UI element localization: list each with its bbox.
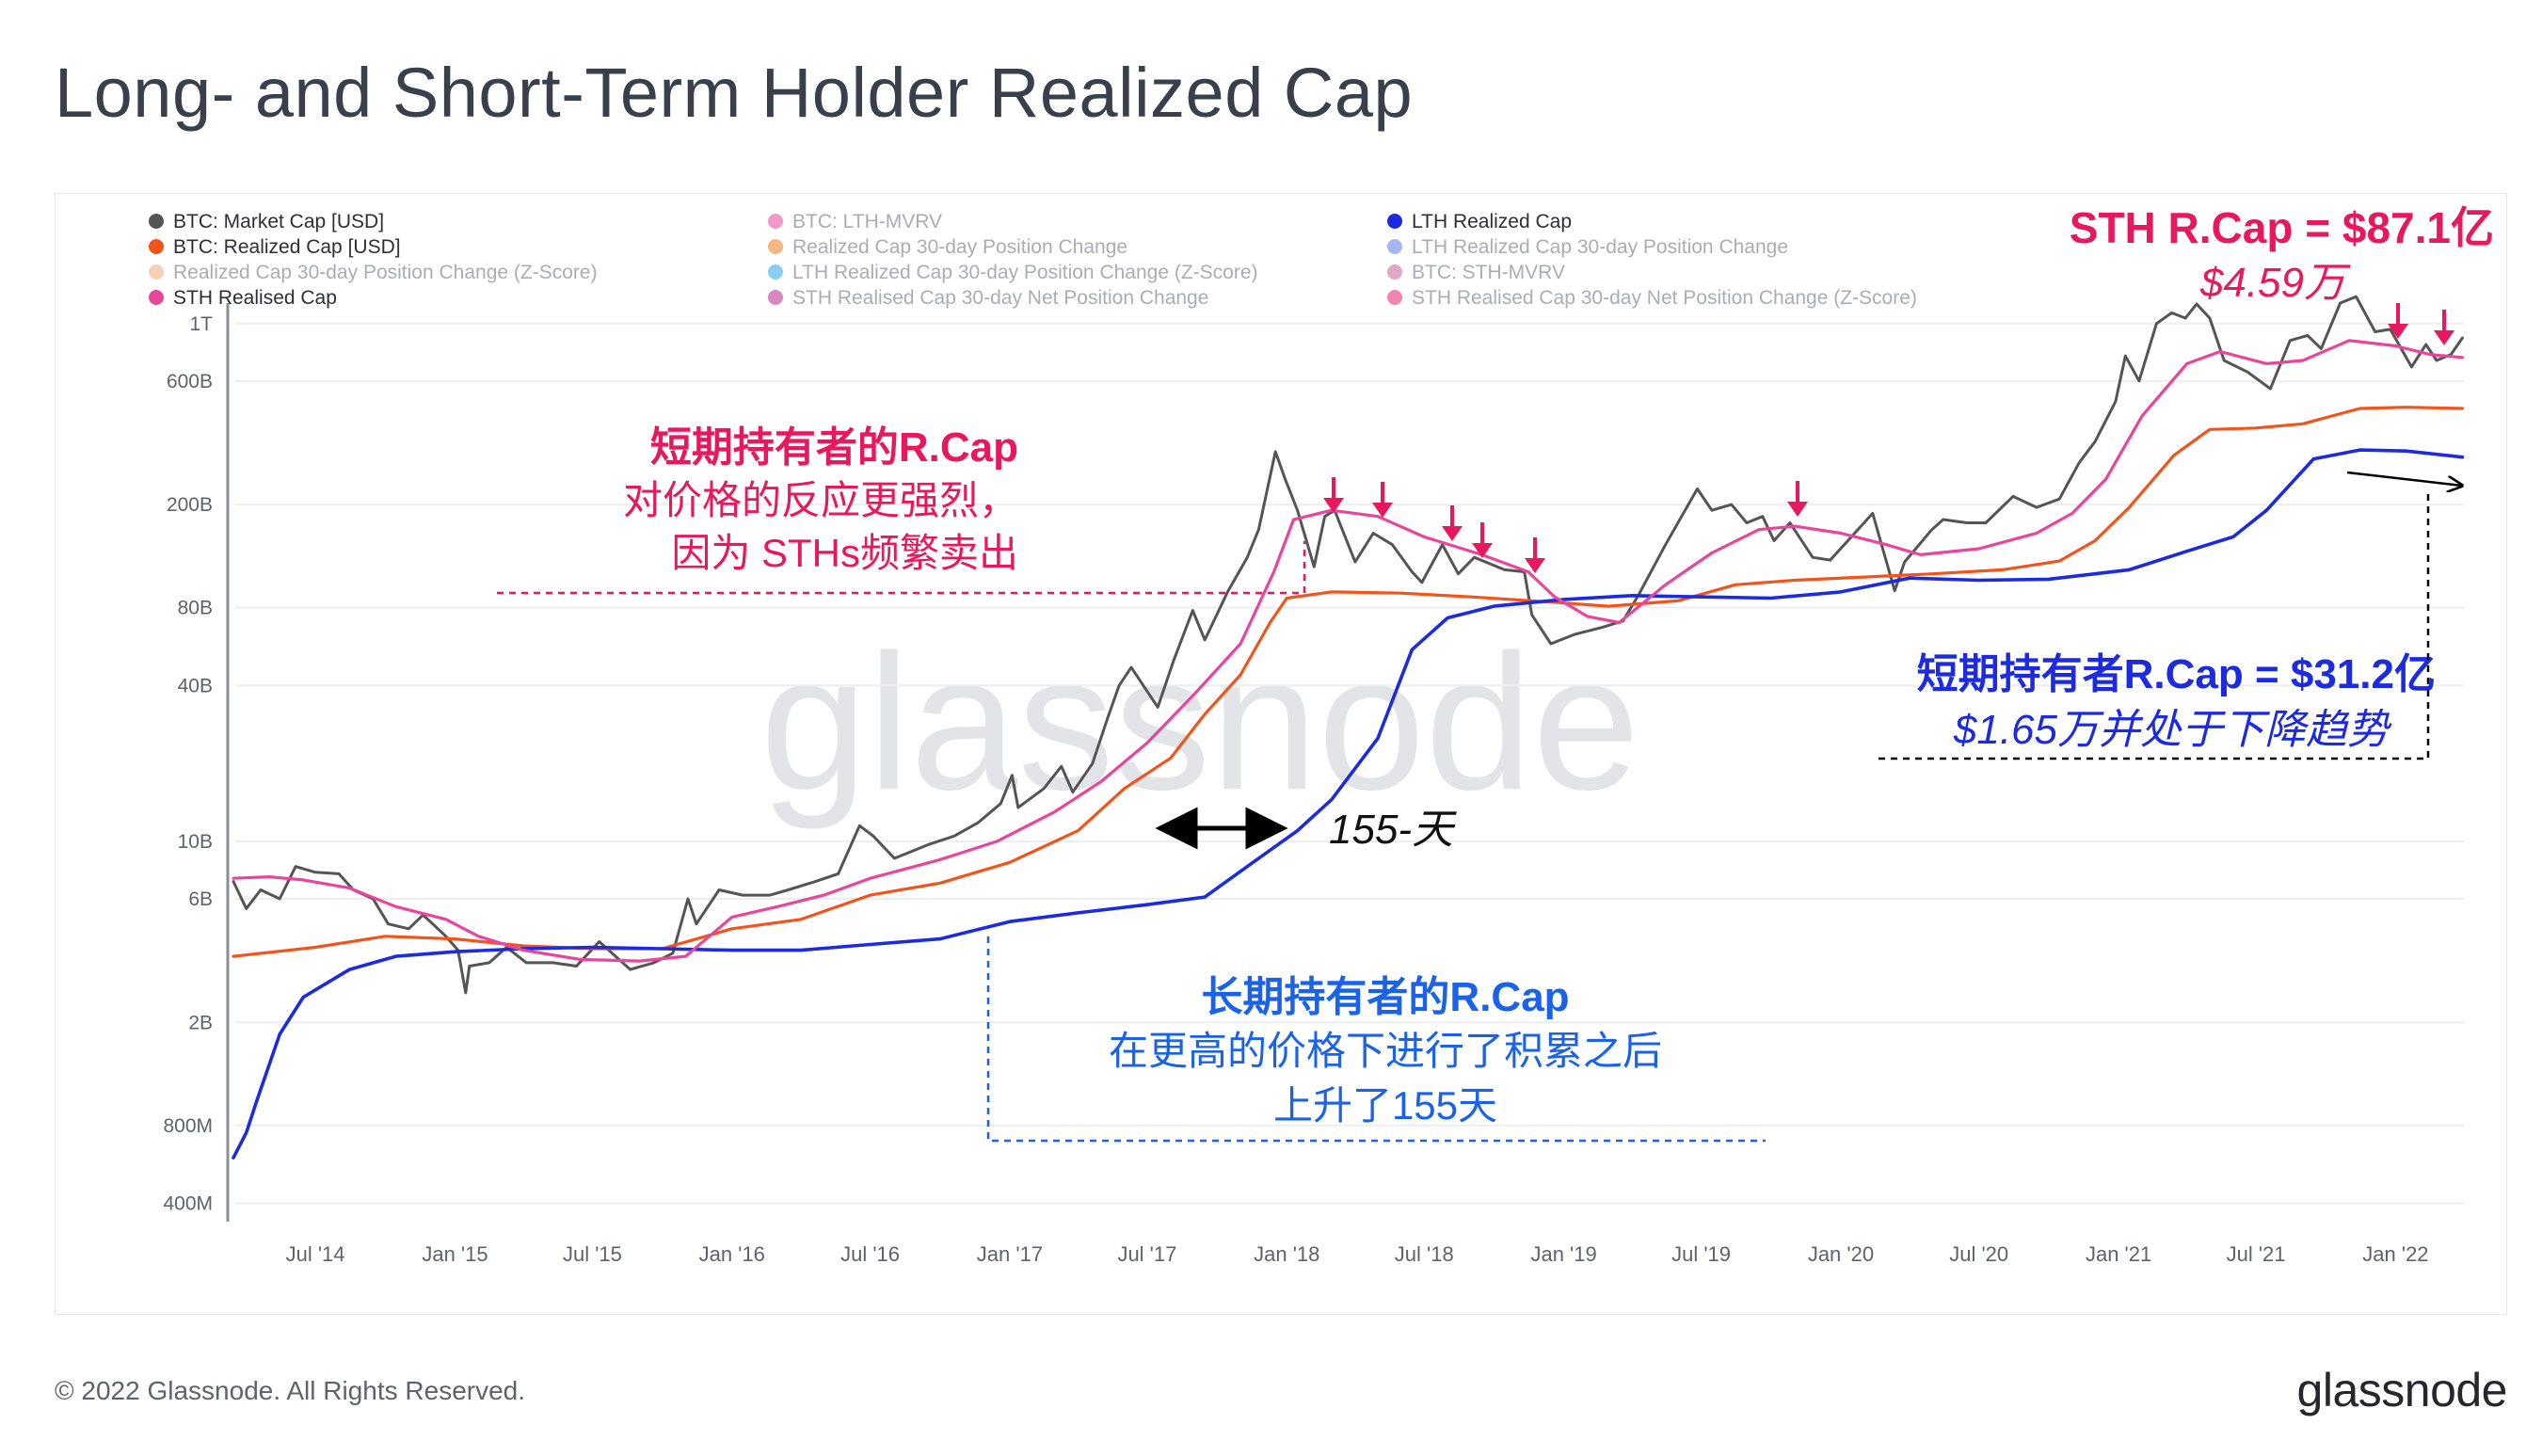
sell-off-arrows xyxy=(1323,303,2454,573)
legend-item-label[interactable]: LTH Realized Cap xyxy=(1412,211,1572,232)
x-tick-label: Jan '22 xyxy=(2362,1242,2428,1266)
legend-dot xyxy=(149,264,164,280)
x-tick-label: Jul '17 xyxy=(1117,1242,1176,1266)
legend-dot xyxy=(1387,290,1402,305)
y-tick-label: 2B xyxy=(188,1012,213,1033)
y-tick-label: 6B xyxy=(188,888,213,910)
glassnode-logo: glassnode xyxy=(2296,1364,2508,1416)
legend-dot xyxy=(149,214,164,229)
legend-dot xyxy=(768,264,783,280)
sth-annotation-title: 短期持有者的R.Cap xyxy=(650,424,1018,471)
y-tick-label: 400M xyxy=(163,1193,213,1215)
y-axis: 1T 600B 200B 80B 40B 10B 6B 2B 800M 400M xyxy=(163,313,213,1215)
legend-dot xyxy=(768,214,783,229)
y-tick-label: 40B xyxy=(178,675,213,696)
legend-item-label[interactable]: LTH Realized Cap 30-day Position Change … xyxy=(792,262,1258,283)
lag-label: 155-天 xyxy=(1329,807,1457,853)
legend-item-label[interactable]: Realized Cap 30-day Position Change (Z-S… xyxy=(173,262,598,283)
lth-annotation-line2: 上升了155天 xyxy=(1273,1083,1497,1128)
legend-dot xyxy=(768,290,783,305)
series-line-btc-realized-cap-usd xyxy=(232,406,2464,958)
lth-annotation-line1: 在更高的价格下进行了积累之后 xyxy=(1109,1029,1662,1073)
sth-dashed-bracket xyxy=(497,541,1306,595)
gridlines xyxy=(235,322,2464,1205)
chart-frame xyxy=(55,193,2507,1315)
x-tick-label: Jul '14 xyxy=(286,1242,345,1266)
legend-dot xyxy=(149,290,164,305)
legend-dot xyxy=(149,239,164,254)
legend-dot xyxy=(1387,264,1402,280)
legend-item-label[interactable]: BTC: LTH-MVRV xyxy=(792,211,942,232)
x-tick-label: Jan '21 xyxy=(2086,1242,2151,1266)
x-tick-label: Jul '18 xyxy=(1395,1242,1454,1266)
legend-item-label[interactable]: Realized Cap 30-day Position Change xyxy=(792,236,1127,258)
legend-item-label[interactable]: BTC: Realized Cap [USD] xyxy=(173,236,401,258)
x-tick-label: Jan '16 xyxy=(699,1242,765,1266)
sell-arrow-head xyxy=(2388,324,2408,339)
legend-item-label[interactable]: BTC: STH-MVRV xyxy=(1412,262,1565,283)
y-tick-label: 1T xyxy=(189,313,213,335)
x-tick-label: Jan '19 xyxy=(1530,1242,1596,1266)
y-tick-label: 800M xyxy=(163,1115,213,1137)
sell-arrow-head xyxy=(1472,543,1493,558)
series-line-btc-market-cap-usd xyxy=(232,295,2464,995)
x-tick-label: Jul '19 xyxy=(1671,1242,1731,1266)
legend-dot xyxy=(768,239,783,254)
sell-arrow-head xyxy=(1372,503,1393,518)
sell-arrow-head xyxy=(1787,502,1808,517)
legend-item-label[interactable]: BTC: Market Cap [USD] xyxy=(173,211,384,232)
legend-item-label[interactable]: LTH Realized Cap 30-day Position Change xyxy=(1412,236,1788,258)
legend: BTC: Market Cap [USD] BTC: Realized Cap [… xyxy=(149,211,1917,309)
sth-annotation-line1: 对价格的反应更强烈， xyxy=(623,478,1018,522)
x-axis: Jul '14 Jan '15 Jul '15 Jan '16 Jul '16 Jan '… xyxy=(286,1242,2429,1266)
y-tick-label: 80B xyxy=(178,598,213,619)
sell-arrow-head xyxy=(2434,330,2454,345)
x-tick-label: Jan '17 xyxy=(977,1242,1043,1266)
legend-item-label[interactable]: STH Realised Cap 30-day Net Position Cha… xyxy=(1412,287,1917,309)
x-tick-label: Jan '15 xyxy=(422,1242,488,1266)
sell-arrow-head xyxy=(1442,526,1463,541)
y-tick-label: 10B xyxy=(178,831,213,853)
lth-annotation-title: 长期持有者的R.Cap xyxy=(1201,974,1569,1020)
series-lines xyxy=(232,295,2465,1160)
x-tick-label: Jul '21 xyxy=(2227,1242,2286,1266)
lth-price-annotation: $1.65万并处于下降趋势 xyxy=(1953,707,2392,753)
y-tick-label: 200B xyxy=(167,494,213,516)
x-tick-label: Jul '16 xyxy=(840,1242,900,1266)
x-tick-label: Jan '20 xyxy=(1808,1242,1874,1266)
x-tick-label: Jan '18 xyxy=(1254,1242,1319,1266)
sth-top-value: STH R.Cap = $87.1亿 xyxy=(2070,203,2494,252)
y-tick-label: 600B xyxy=(167,371,213,392)
x-tick-label: Jul '20 xyxy=(1949,1242,2008,1266)
legend-dot xyxy=(1387,214,1402,229)
sell-arrow-head xyxy=(1525,558,1545,573)
sth-annotation-line2: 因为 STHs频繁卖出 xyxy=(671,531,1018,575)
legend-dot xyxy=(1387,239,1402,254)
series-line-lth-realized-cap xyxy=(232,448,2465,1160)
legend-item-label[interactable]: STH Realised Cap 30-day Net Position Cha… xyxy=(792,287,1208,309)
legend-item-label[interactable]: STH Realised Cap xyxy=(173,287,337,309)
sth-top-price: $4.59万 xyxy=(2199,260,2351,306)
lth-trend-arrow xyxy=(2346,471,2462,486)
lth-rise-dashed-bracket xyxy=(986,936,1766,1143)
x-tick-label: Jul '15 xyxy=(563,1242,622,1266)
copyright: © 2022 Glassnode. All Rights Reserved. xyxy=(55,1376,526,1405)
lth-value-annotation: 短期持有者R.Cap = $31.2亿 xyxy=(1917,651,2436,697)
page-title: Long- and Short-Term Holder Realized Cap xyxy=(55,54,1414,132)
series-line-sth-realised-cap xyxy=(232,339,2464,963)
sell-arrow-head xyxy=(1323,498,1344,513)
